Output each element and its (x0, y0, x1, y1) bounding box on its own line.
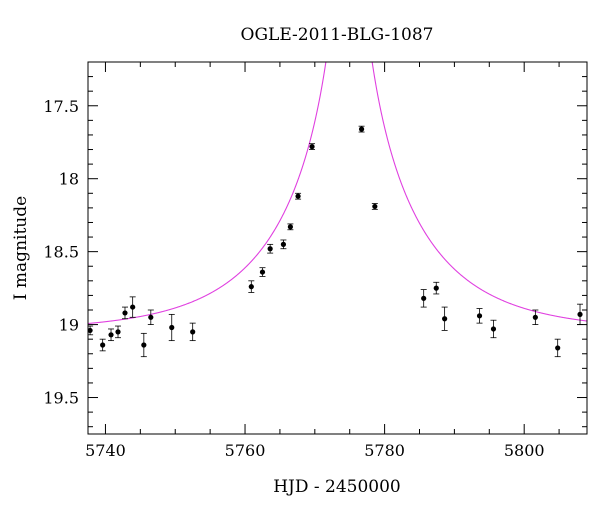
data-marker (295, 193, 301, 199)
model-curve (88, 62, 587, 325)
data-marker (169, 324, 175, 331)
data-marker (358, 126, 365, 132)
data-point (121, 306, 128, 320)
x-tick-label: 5740 (85, 441, 126, 460)
data-marker (248, 284, 254, 290)
data-point (309, 143, 316, 150)
data-marker (115, 329, 121, 335)
data-marker (267, 246, 273, 252)
data-marker (88, 327, 93, 334)
data-point (441, 306, 448, 331)
data-point (287, 223, 294, 231)
data-marker (476, 313, 483, 319)
data-marker (287, 224, 293, 230)
data-point (490, 319, 497, 339)
data-marker (141, 342, 147, 348)
data-marker (309, 144, 315, 150)
data-point (248, 280, 255, 293)
data-point (147, 309, 154, 325)
data-marker (372, 203, 378, 210)
data-point (371, 203, 378, 210)
data-point (99, 338, 106, 352)
axis-ticks (88, 61, 587, 434)
data-point (259, 267, 266, 277)
x-axis-label: HJD - 2450000 (273, 477, 401, 497)
data-point (280, 239, 287, 250)
y-tick-label: 17.5 (43, 97, 79, 116)
data-point (358, 125, 365, 133)
chart-title: OGLE-2011-BLG-1087 (241, 25, 434, 45)
y-tick-label: 18.5 (43, 243, 79, 262)
data-marker (190, 329, 196, 335)
data-marker (122, 310, 128, 316)
data-point (168, 313, 175, 342)
data-point (267, 243, 274, 254)
x-tick-labels: 5740 5760 5780 5800 (85, 441, 544, 460)
y-tick-labels: 17.5 18 18.5 19 19.5 (43, 97, 79, 408)
data-marker (442, 316, 448, 322)
data-marker (130, 304, 136, 310)
data-marker (108, 332, 114, 338)
data-marker (100, 342, 106, 348)
data-point (554, 338, 561, 358)
data-point (532, 309, 539, 325)
data-point (433, 281, 440, 295)
data-point (420, 289, 427, 308)
data-marker (421, 295, 427, 301)
model-curve-layer (88, 62, 587, 325)
data-point (115, 325, 122, 339)
data-point (140, 332, 147, 358)
data-marker (577, 311, 583, 317)
data-point (108, 328, 115, 342)
y-tick-label: 19 (59, 316, 79, 335)
y-axis-label: I magnitude (11, 196, 31, 300)
plot-frame (87, 61, 588, 435)
y-tick-label: 19.5 (43, 389, 79, 408)
data-marker (259, 269, 266, 275)
data-marker (280, 241, 287, 247)
data-point (189, 322, 196, 342)
data-point (129, 296, 136, 318)
y-tick-label: 18 (59, 170, 79, 189)
data-marker (490, 326, 497, 332)
data-marker (148, 314, 154, 320)
data-point (476, 308, 483, 324)
x-tick-label: 5780 (364, 441, 405, 460)
data-marker (532, 314, 538, 320)
data-points-layer (88, 125, 584, 358)
data-marker (433, 285, 439, 291)
x-tick-label: 5800 (504, 441, 545, 460)
x-tick-label: 5760 (225, 441, 266, 460)
data-point (295, 192, 302, 200)
data-marker (555, 345, 561, 351)
data-point (577, 303, 584, 325)
